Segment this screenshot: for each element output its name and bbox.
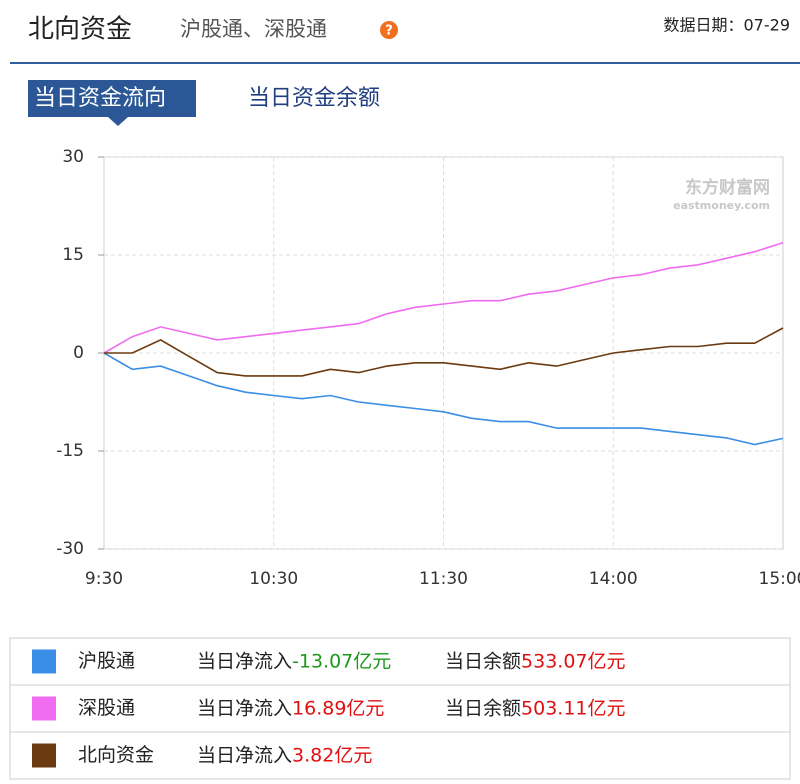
series-line (104, 327, 784, 377)
flow-text: 当日净流入-13.07亿元 (197, 650, 391, 672)
flow-value: -13.07亿元 (292, 650, 391, 672)
watermark: 东方财富网 (685, 177, 770, 198)
y-tick-label: -15 (56, 441, 84, 461)
flow-label: 当日净流入 (197, 697, 292, 719)
y-tick-label: 30 (62, 147, 84, 167)
balance-text: 当日余额533.07亿元 (445, 650, 626, 672)
tab-pointer (108, 117, 128, 126)
tab[interactable]: 当日资金余额 (248, 86, 380, 111)
y-tick-label: 0 (73, 343, 84, 363)
x-tick-label: 11:30 (419, 569, 468, 589)
balance-value: 533.07亿元 (521, 650, 625, 672)
watermark: eastmoney.com (673, 199, 770, 212)
legend-swatch (32, 649, 56, 674)
balance-text: 当日余额503.11亿元 (445, 697, 626, 719)
x-tick-label: 14:00 (589, 569, 638, 589)
flow-label: 当日净流入 (197, 744, 292, 766)
data-date: 数据日期：07-29 (664, 16, 791, 35)
tab-active-bg[interactable] (28, 80, 196, 117)
balance-label: 当日余额 (445, 697, 521, 719)
legend-row (9, 731, 791, 780)
x-tick-label: 15:00 (759, 569, 800, 589)
series-line (103, 352, 784, 446)
series-line (103, 241, 784, 354)
legend-swatch (32, 743, 56, 768)
help-icon[interactable] (380, 21, 398, 39)
balance-value: 503.11亿元 (521, 697, 625, 719)
flow-value: 16.89亿元 (292, 697, 384, 719)
y-tick-label: -30 (56, 539, 84, 559)
page-title: 北向资金 (28, 15, 132, 45)
flow-text: 当日净流入3.82亿元 (197, 744, 372, 766)
legend-name: 北向资金 (78, 744, 154, 766)
subtitle: 沪股通、深股通 (180, 17, 327, 41)
tab[interactable]: 当日资金流向 (34, 86, 166, 111)
legend-name: 沪股通 (78, 650, 135, 672)
legend-name: 深股通 (78, 697, 135, 719)
legend-swatch (32, 696, 56, 721)
flow-text: 当日净流入16.89亿元 (197, 697, 384, 719)
y-tick-label: 15 (62, 245, 84, 265)
flow-value: 3.82亿元 (292, 744, 372, 766)
flow-label: 当日净流入 (197, 650, 292, 672)
x-tick-label: 9:30 (85, 569, 123, 589)
balance-label: 当日余额 (445, 650, 521, 672)
tabs: 当日资金流向 当日资金余额 (28, 80, 380, 126)
x-tick-label: 10:30 (249, 569, 298, 589)
help-icon-glyph: ? (385, 24, 393, 39)
